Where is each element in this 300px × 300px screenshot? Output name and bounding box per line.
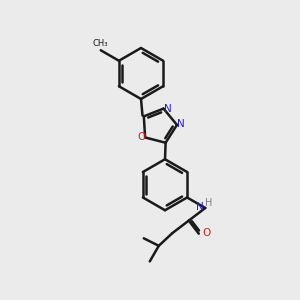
Text: CH₃: CH₃ [93,39,109,48]
Text: N: N [164,103,172,114]
Text: O: O [202,228,211,238]
Text: O: O [137,133,146,142]
Text: N: N [196,202,204,212]
Text: H: H [205,199,212,208]
Text: N: N [177,119,185,129]
